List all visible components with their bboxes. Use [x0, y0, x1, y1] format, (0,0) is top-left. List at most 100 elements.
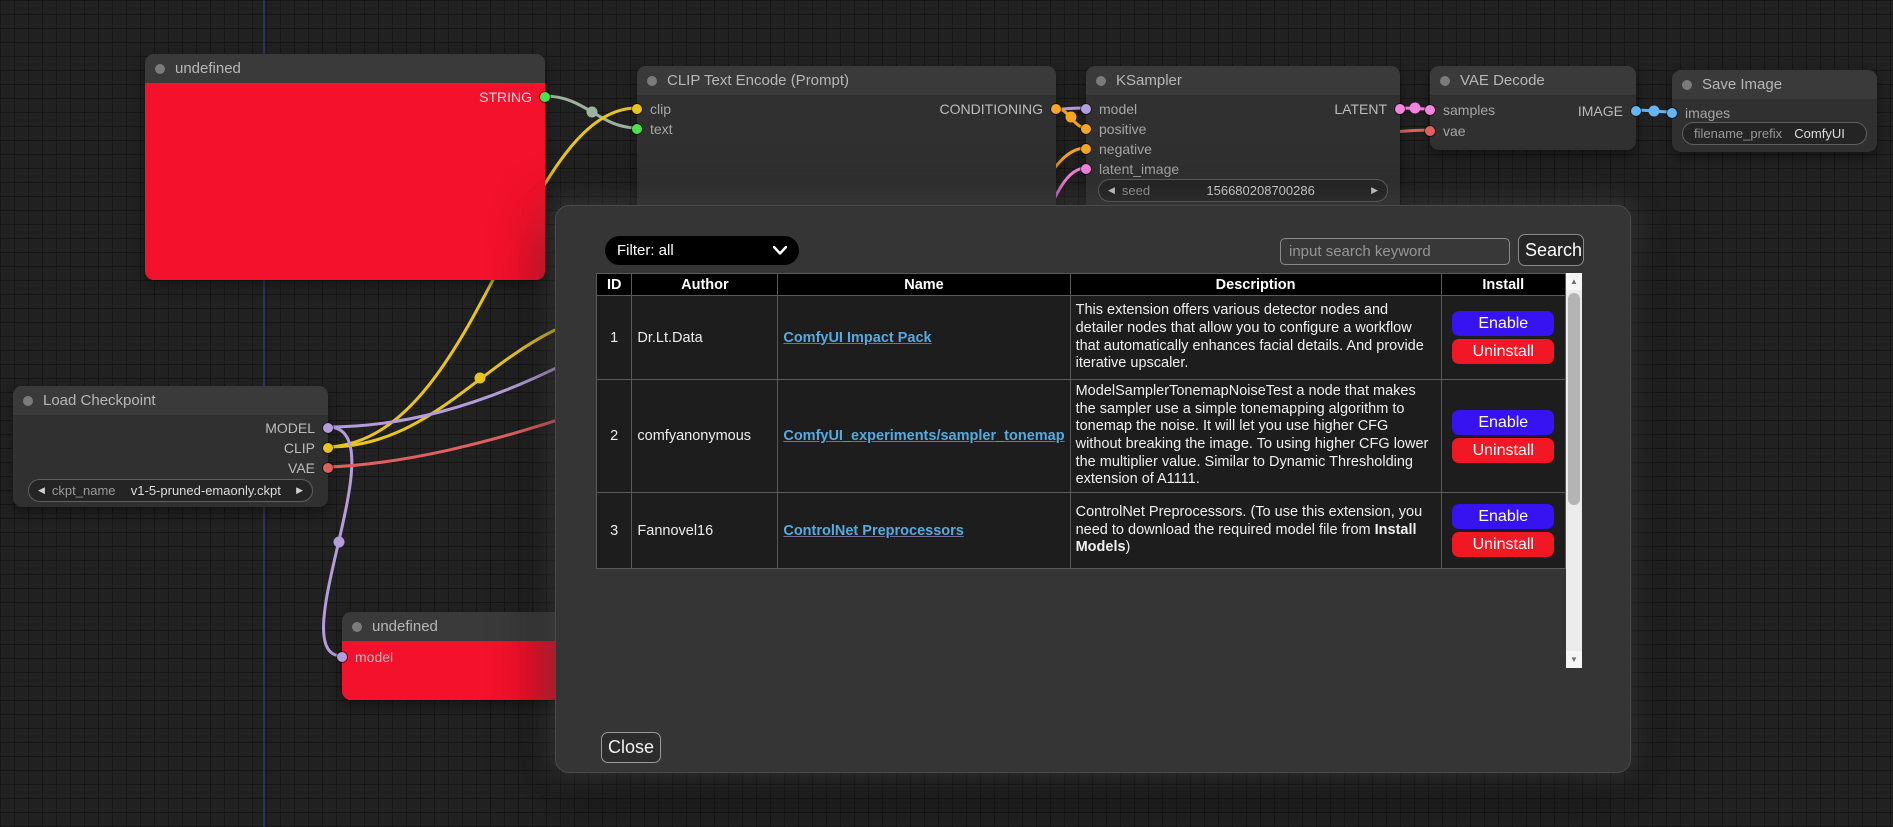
extension-link[interactable]: ComfyUI Impact Pack [783, 329, 932, 346]
node-title: Load Checkpoint [43, 392, 156, 409]
input-port-clip[interactable]: clip [632, 101, 671, 117]
input-port-latent-image[interactable]: latent_image [1081, 161, 1179, 177]
output-port-image[interactable]: IMAGE [1577, 103, 1641, 119]
input-port-text[interactable]: text [632, 121, 673, 137]
increment-icon[interactable]: ▶ [1371, 185, 1378, 195]
link-dot [474, 372, 486, 384]
extension-link[interactable]: ControlNet Preprocessors [783, 522, 964, 539]
port-label: images [1685, 105, 1731, 121]
conditioning-port-icon[interactable] [1081, 144, 1091, 154]
node-title: undefined [175, 60, 241, 77]
node-undefined-top[interactable]: undefined STRING [145, 54, 550, 280]
extension-manager-dialog: Filter: all Search ID Author Name Descri… [555, 205, 1631, 773]
conditioning-port-icon[interactable] [1081, 124, 1091, 134]
seed-widget[interactable]: ◀ seed 156680208700286 ▶ [1098, 179, 1388, 202]
table-row: 1 Dr.Lt.Data ComfyUI Impact Pack This ex… [595, 295, 1567, 380]
string-port-icon[interactable] [540, 92, 550, 102]
uninstall-button[interactable]: Uninstall [1452, 532, 1555, 558]
input-port-positive[interactable]: positive [1081, 121, 1147, 137]
decrement-icon[interactable]: ◀ [1108, 185, 1115, 195]
cell-description: This extension offers various detector n… [1069, 295, 1442, 380]
conditioning-port-icon[interactable] [1051, 104, 1061, 114]
cell-id: 1 [595, 295, 633, 380]
node-ksampler[interactable]: KSampler model positive negative latent_… [1081, 66, 1405, 212]
column-header-name: Name [777, 273, 1071, 296]
filename-prefix-widget[interactable]: filename_prefix ComfyUI [1682, 122, 1867, 145]
scroll-down-icon[interactable]: ▼ [1566, 651, 1582, 668]
input-port-samples[interactable]: samples [1425, 102, 1495, 118]
port-label: CONDITIONING [939, 101, 1043, 117]
search-button[interactable]: Search [1518, 234, 1584, 266]
table-scrollbar[interactable]: ▲ ▼ [1566, 273, 1582, 668]
widget-value: v1-5-pruned-emaonly.ckpt [130, 483, 281, 498]
node-collapse-dot-icon[interactable] [352, 621, 362, 632]
latent-port-icon[interactable] [1395, 104, 1405, 114]
node-load-checkpoint[interactable]: Load Checkpoint MODEL CLIP VAE ◀ ckpt_na… [13, 386, 333, 507]
enable-button[interactable]: Enable [1452, 409, 1555, 435]
clip-port-icon[interactable] [632, 104, 642, 114]
node-save-image[interactable]: Save Image images filename_prefix ComfyU… [1667, 70, 1877, 152]
input-port-model[interactable]: model [337, 649, 393, 665]
output-port-model[interactable]: MODEL [265, 420, 333, 436]
enable-button[interactable]: Enable [1452, 311, 1555, 336]
uninstall-button[interactable]: Uninstall [1452, 437, 1555, 463]
search-input[interactable] [1280, 238, 1510, 265]
node-collapse-dot-icon[interactable] [23, 395, 33, 406]
ckpt-name-widget[interactable]: ◀ ckpt_name v1-5-pruned-emaonly.ckpt ▶ [28, 479, 313, 502]
uninstall-button[interactable]: Uninstall [1452, 339, 1555, 364]
node-collapse-dot-icon[interactable] [155, 63, 165, 74]
scrollbar-thumb[interactable] [1568, 293, 1580, 505]
vae-port-icon[interactable] [1425, 126, 1435, 136]
model-port-icon[interactable] [337, 652, 347, 662]
model-port-icon[interactable] [1081, 104, 1091, 114]
node-clip-text-encode[interactable]: CLIP Text Encode (Prompt) clip text COND… [632, 66, 1061, 216]
node-collapse-dot-icon[interactable] [1096, 75, 1106, 86]
string-port-icon[interactable] [632, 124, 642, 134]
node-undefined-bottom[interactable]: undefined model [337, 612, 568, 700]
node-title: KSampler [1116, 72, 1182, 89]
output-port-latent[interactable]: LATENT [1334, 101, 1405, 117]
output-port-vae[interactable]: VAE [288, 460, 333, 476]
description-text: ) [1125, 539, 1131, 556]
cell-author: Dr.Lt.Data [631, 295, 779, 380]
input-port-images[interactable]: images [1667, 105, 1731, 121]
vae-port-icon[interactable] [323, 463, 333, 473]
port-label: IMAGE [1577, 103, 1623, 119]
decrement-icon[interactable]: ◀ [38, 485, 45, 495]
output-port-conditioning[interactable]: CONDITIONING [939, 101, 1061, 117]
input-port-model[interactable]: model [1081, 101, 1138, 117]
input-port-negative[interactable]: negative [1081, 141, 1152, 157]
column-header-description: Description [1069, 273, 1442, 296]
clip-port-icon[interactable] [323, 443, 333, 453]
model-port-icon[interactable] [323, 423, 333, 433]
link-dot [586, 106, 598, 118]
node-collapse-dot-icon[interactable] [1682, 79, 1692, 90]
output-port-clip[interactable]: CLIP [284, 440, 333, 456]
node-vae-decode[interactable]: VAE Decode samples vae IMAGE [1425, 66, 1641, 150]
port-label: model [1099, 101, 1138, 117]
node-title: VAE Decode [1460, 72, 1545, 89]
scroll-up-icon[interactable]: ▲ [1566, 273, 1582, 290]
close-button[interactable]: Close [601, 732, 661, 763]
extension-link[interactable]: ComfyUI_experiments/sampler_tonemap [783, 428, 1065, 445]
port-label: positive [1099, 121, 1147, 137]
filter-select[interactable]: Filter: all [605, 236, 799, 265]
column-header-install: Install [1440, 273, 1567, 296]
widget-value: ComfyUI [1794, 126, 1845, 141]
image-port-icon[interactable] [1631, 106, 1641, 116]
node-collapse-dot-icon[interactable] [647, 75, 657, 86]
cell-id: 3 [595, 492, 633, 570]
latent-port-icon[interactable] [1081, 164, 1091, 174]
increment-icon[interactable]: ▶ [296, 485, 303, 495]
link-dot [333, 536, 345, 548]
image-port-icon[interactable] [1667, 108, 1677, 118]
widget-label: filename_prefix [1694, 126, 1783, 141]
output-port-string[interactable]: STRING [479, 89, 550, 105]
input-port-vae[interactable]: vae [1425, 123, 1466, 139]
port-label: vae [1443, 123, 1466, 139]
node-collapse-dot-icon[interactable] [1440, 75, 1450, 86]
enable-button[interactable]: Enable [1452, 504, 1555, 530]
table-header-row: ID Author Name Description Install [595, 273, 1567, 296]
latent-port-icon[interactable] [1425, 105, 1435, 115]
widget-label: seed [1121, 183, 1151, 198]
